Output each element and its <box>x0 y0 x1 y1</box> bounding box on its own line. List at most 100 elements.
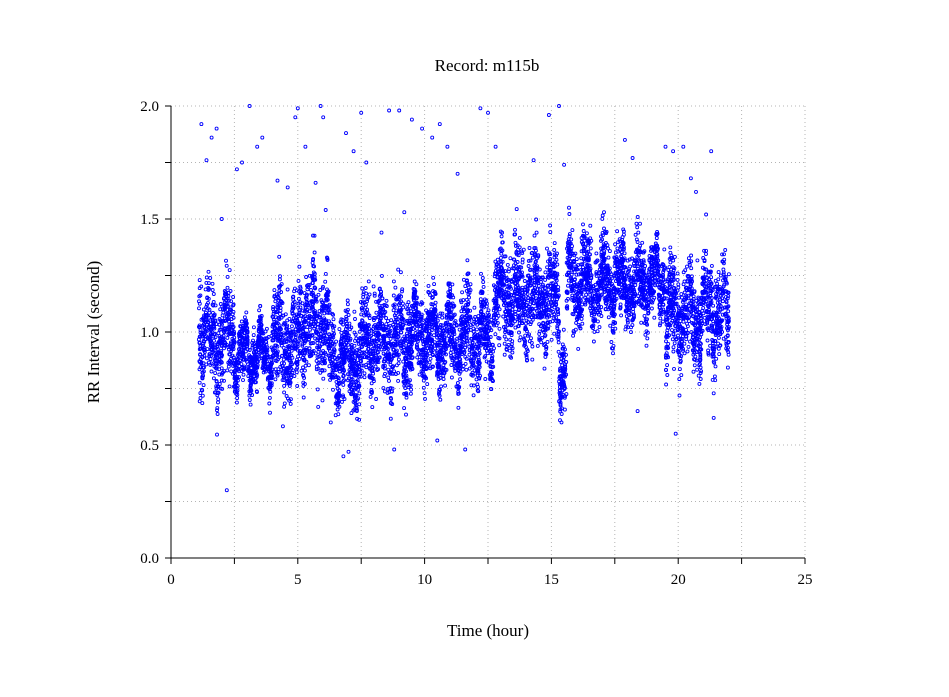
data-point <box>366 279 371 284</box>
data-point <box>219 319 224 324</box>
data-point <box>297 356 302 361</box>
data-point <box>543 270 548 275</box>
data-point <box>391 293 396 298</box>
data-point <box>545 265 550 270</box>
data-point <box>213 353 218 358</box>
data-point <box>214 378 219 383</box>
data-point <box>231 332 236 337</box>
data-point <box>248 385 253 390</box>
data-point <box>239 319 244 324</box>
data-point <box>346 313 351 317</box>
data-point <box>339 330 344 335</box>
data-point <box>548 230 553 235</box>
data-point <box>320 326 325 331</box>
data-point <box>401 359 406 364</box>
data-point <box>197 334 202 339</box>
data-point <box>502 352 507 357</box>
data-point <box>305 325 310 329</box>
data-point <box>285 318 290 323</box>
data-point <box>310 291 315 295</box>
data-point <box>588 246 593 251</box>
data-point <box>508 256 513 261</box>
data-point <box>248 387 253 392</box>
data-point <box>209 369 214 374</box>
data-point <box>325 256 330 261</box>
data-point <box>205 318 210 323</box>
data-point <box>320 304 325 309</box>
data-point <box>520 257 525 262</box>
data-point <box>532 233 537 238</box>
data-point <box>246 374 251 379</box>
data-point <box>247 355 252 360</box>
data-point <box>342 378 347 383</box>
data-point <box>259 336 264 341</box>
data-point <box>211 300 216 304</box>
data-point <box>297 264 302 269</box>
data-point <box>322 368 327 373</box>
data-point <box>334 339 339 344</box>
data-point <box>595 329 600 334</box>
data-point <box>245 340 250 345</box>
data-point <box>307 346 312 351</box>
data-point <box>219 378 224 383</box>
data-point <box>225 327 230 332</box>
data-point <box>250 340 255 345</box>
data-point <box>197 359 202 364</box>
data-point <box>226 290 231 295</box>
data-point <box>265 348 270 353</box>
data-point <box>236 339 241 344</box>
data-point <box>330 323 335 328</box>
data-point <box>274 359 279 363</box>
data-point <box>274 315 278 320</box>
data-point <box>223 291 228 296</box>
data-point <box>215 432 219 437</box>
data-point <box>282 390 287 395</box>
data-point <box>386 375 391 380</box>
data-point <box>311 306 315 311</box>
data-point <box>455 381 460 385</box>
data-point <box>272 288 277 293</box>
data-point <box>215 412 220 416</box>
data-point <box>296 278 301 283</box>
data-point <box>337 327 342 332</box>
data-point <box>344 348 349 353</box>
data-point <box>321 353 326 358</box>
data-point <box>277 301 282 306</box>
data-point <box>498 255 503 260</box>
data-point <box>505 262 510 267</box>
data-point <box>224 263 229 268</box>
data-point <box>304 297 309 302</box>
data-point <box>318 338 323 343</box>
data-point <box>312 264 317 269</box>
data-point <box>213 371 218 376</box>
data-point <box>460 290 465 295</box>
data-point <box>217 382 222 386</box>
data-point <box>280 336 285 341</box>
data-point <box>474 327 479 332</box>
data-point <box>315 387 320 392</box>
data-point <box>556 349 561 354</box>
data-point <box>314 364 319 369</box>
data-point <box>363 286 368 290</box>
data-point <box>439 384 444 389</box>
data-point <box>270 314 275 319</box>
data-point <box>206 281 211 286</box>
data-point <box>276 367 281 372</box>
x-tick-label: 20 <box>671 572 686 588</box>
data-point <box>499 234 504 239</box>
data-point <box>417 372 422 377</box>
data-point <box>421 378 426 383</box>
data-point <box>432 282 437 287</box>
data-point <box>305 287 310 292</box>
data-point <box>461 364 466 368</box>
data-point <box>349 343 354 347</box>
data-point <box>461 277 466 282</box>
data-point <box>280 371 285 376</box>
data-point <box>261 365 266 370</box>
y-tick-label: 0.0 <box>140 551 159 567</box>
data-point <box>298 350 303 355</box>
data-point <box>561 327 566 332</box>
data-point <box>231 302 236 307</box>
data-point <box>225 285 230 290</box>
